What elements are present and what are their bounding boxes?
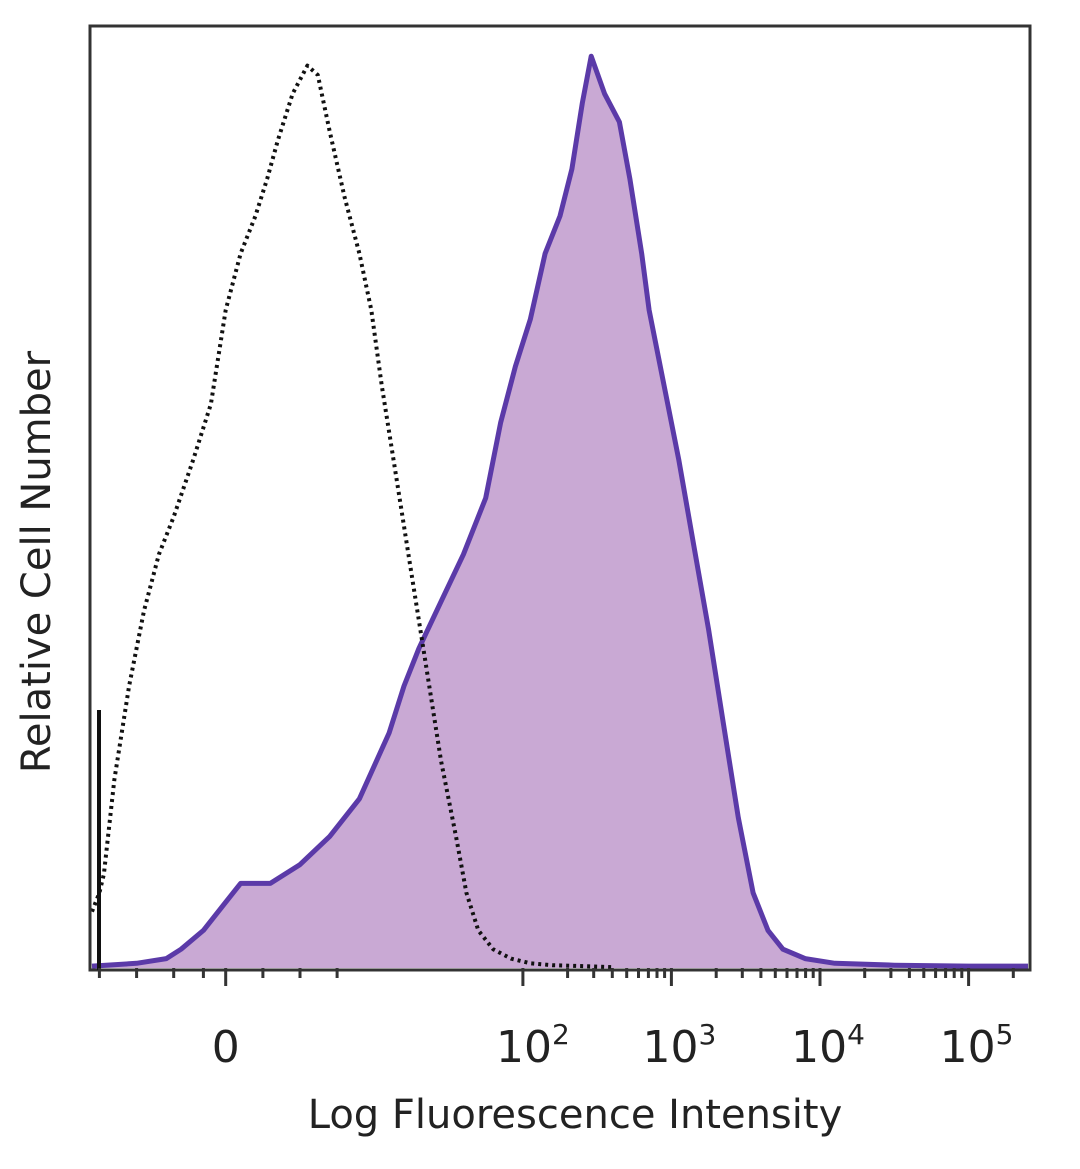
x-tick-label: 105 — [940, 1018, 1014, 1073]
series-layer — [90, 53, 1028, 970]
x-tick-label: 102 — [496, 1018, 570, 1073]
x-axis-title: Log Fluorescence Intensity — [308, 1092, 843, 1138]
series-1-fill — [92, 56, 1028, 968]
series-1-outline — [91, 53, 1028, 969]
series-0-dotted-line — [90, 63, 613, 970]
x-tick-label: 104 — [791, 1018, 865, 1073]
plot-frame — [88, 24, 1032, 972]
x-axis-tick-labels: 0 102 103 104 105 — [212, 1018, 1014, 1073]
y-axis-title: Relative Cell Number — [14, 350, 60, 773]
x-tick-label: 0 — [212, 1022, 240, 1073]
x-axis-ticks — [97, 968, 1015, 986]
x-tick-label: 103 — [642, 1018, 716, 1073]
